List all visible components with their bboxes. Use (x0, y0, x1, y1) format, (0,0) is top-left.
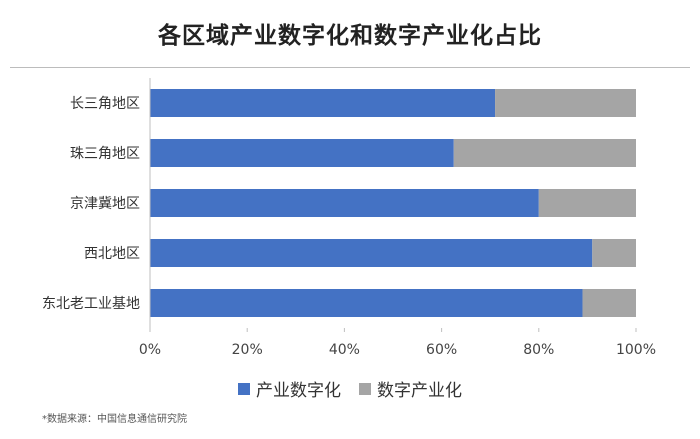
chart-title: 各区域产业数字化和数字产业化占比 (158, 23, 542, 49)
bar-segment-1-row-3 (150, 189, 539, 217)
bar-segment-1-row-1 (150, 89, 496, 117)
title-divider (10, 67, 690, 68)
legend-swatch-series2 (359, 382, 371, 395)
legend-label-series1: 产业数字化 (256, 381, 341, 401)
category-label: 长三角地区 (70, 96, 140, 112)
bar-segment-1-row-2 (150, 139, 454, 167)
legend-item-series2: 数字产业化 (359, 376, 462, 401)
x-tick-label: 100% (616, 342, 656, 358)
legend-item-series1: 产业数字化 (238, 376, 341, 401)
legend: 产业数字化 数字产业化 (0, 376, 700, 401)
bar-segment-2-row-5 (582, 289, 636, 317)
x-tick-label: 20% (232, 342, 263, 358)
bar-segment-2-row-2 (453, 139, 636, 167)
legend-swatch-series1 (238, 382, 250, 395)
bar-segment-1-row-5 (150, 289, 583, 317)
bar-segment-2-row-3 (538, 189, 636, 217)
bar-segment-2-row-1 (495, 89, 636, 117)
category-label: 珠三角地区 (70, 146, 140, 162)
source-note: *数据来源：中国信息通信研究院 (42, 414, 187, 425)
category-label: 京津冀地区 (70, 196, 140, 212)
bars-group (150, 89, 636, 317)
x-tick-label: 40% (329, 342, 360, 358)
bar-segment-2-row-4 (592, 239, 636, 267)
category-label: 西北地区 (84, 246, 140, 262)
legend-label-series2: 数字产业化 (377, 381, 462, 401)
x-tick-label: 0% (139, 342, 161, 358)
x-axis: 0% 20% 40% 60% 80% 100% (139, 78, 656, 358)
category-label: 东北老工业基地 (42, 295, 140, 312)
x-tick-label: 80% (523, 342, 554, 358)
x-tick-label: 60% (426, 342, 457, 358)
bar-segment-1-row-4 (150, 239, 593, 267)
